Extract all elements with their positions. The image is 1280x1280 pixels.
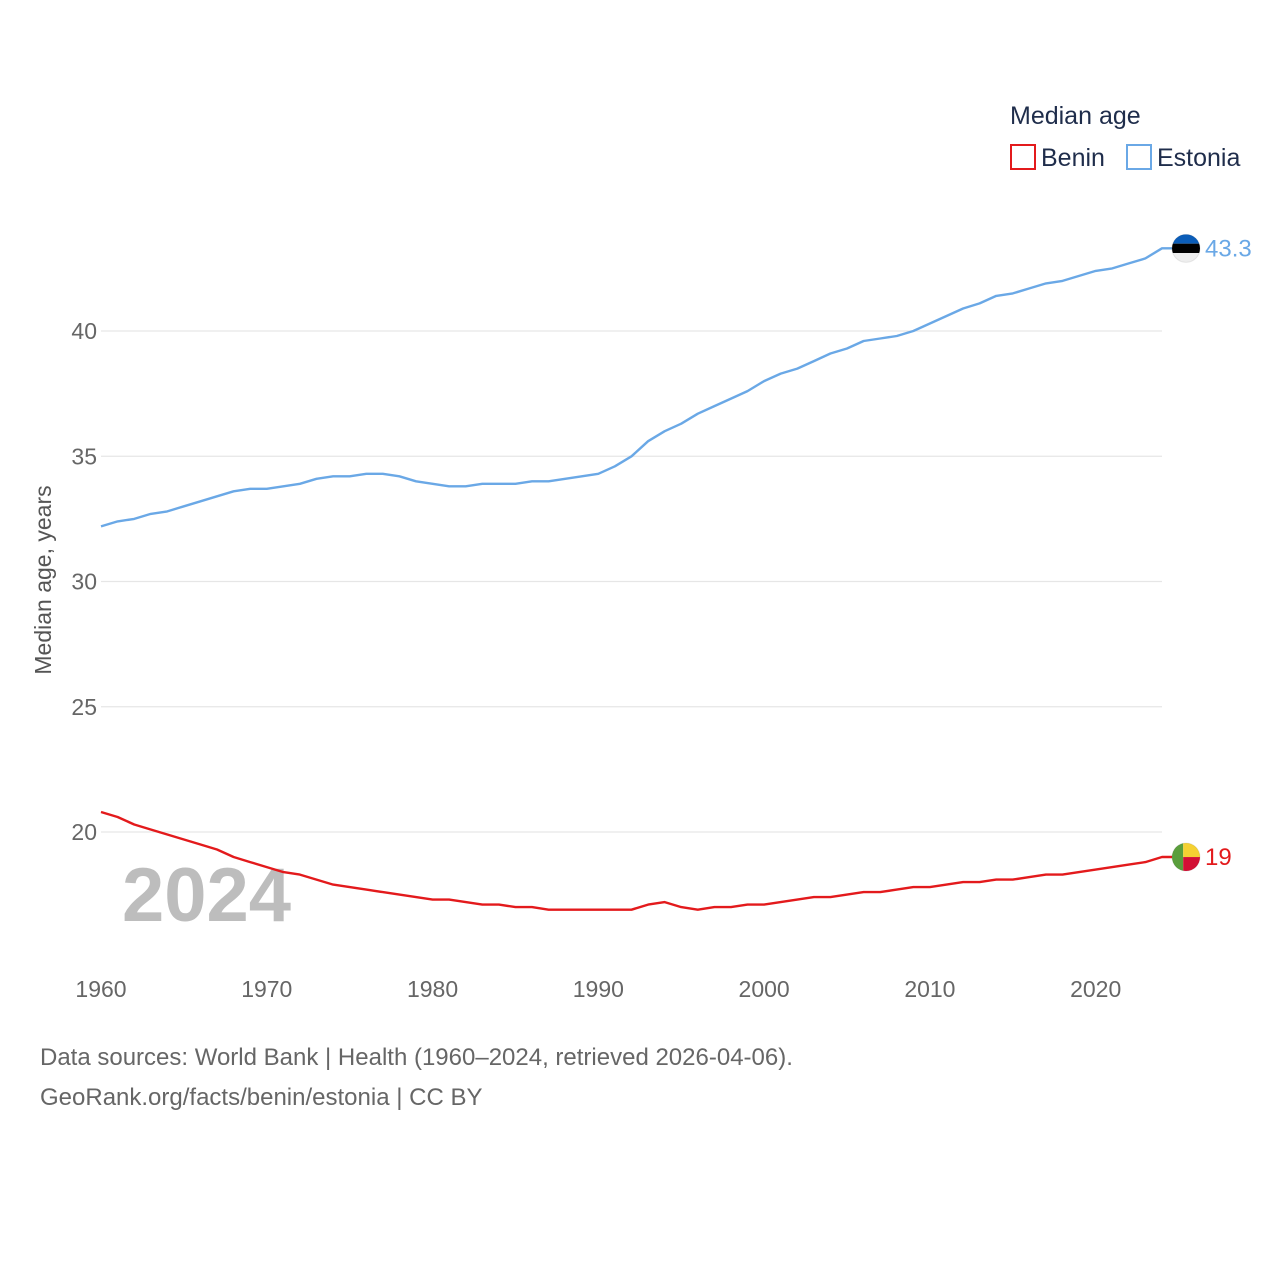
legend-label-estonia: Estonia	[1157, 144, 1240, 172]
legend-swatch-benin	[1010, 144, 1036, 170]
y-axis-title: Median age, years	[30, 485, 56, 674]
series-lines	[100, 247, 1172, 911]
x-tick-label: 2020	[1070, 976, 1121, 1002]
series-line-estonia[interactable]	[100, 247, 1172, 528]
estonia-flag-icon	[1172, 234, 1200, 263]
y-tick-label: 35	[71, 443, 97, 469]
x-tick-label: 2010	[904, 976, 955, 1002]
legend-item-estonia[interactable]: Estonia	[1126, 144, 1240, 172]
x-tick-label: 1990	[573, 976, 624, 1002]
series-line-benin[interactable]	[100, 810, 1172, 911]
gridlines	[101, 330, 1162, 833]
legend-item-benin[interactable]: Benin	[1010, 144, 1105, 172]
y-tick-label: 25	[71, 694, 97, 720]
attribution-line[interactable]: GeoRank.org/facts/benin/estonia | CC BY	[40, 1084, 483, 1111]
data-source-line: Data sources: World Bank | Health (1960–…	[40, 1044, 793, 1071]
x-tick-label: 1980	[407, 976, 458, 1002]
legend-swatch-estonia	[1126, 144, 1152, 170]
x-tick-label: 2000	[739, 976, 790, 1002]
x-tick-label: 1960	[75, 976, 126, 1002]
end-markers: 19 43.3	[1171, 233, 1252, 872]
legend-title: Median age	[1010, 102, 1141, 130]
legend-label-benin: Benin	[1041, 144, 1105, 172]
y-tick-label: 20	[71, 819, 97, 845]
legend: Median age Benin Estonia	[1010, 102, 1240, 172]
end-value-label-estonia: 43.3	[1205, 235, 1252, 262]
flag-marker-estonia	[1171, 233, 1201, 263]
y-tick-label: 30	[71, 569, 97, 595]
y-axis-ticks: 20 25 30 35 40	[71, 318, 97, 845]
x-tick-label: 1970	[241, 976, 292, 1002]
x-axis-ticks: 1960 1970 1980 1990 2000 2010 2020	[75, 976, 1121, 1002]
end-value-label-benin: 19	[1205, 844, 1232, 871]
y-tick-label: 40	[71, 318, 97, 344]
flag-marker-benin	[1171, 842, 1201, 872]
